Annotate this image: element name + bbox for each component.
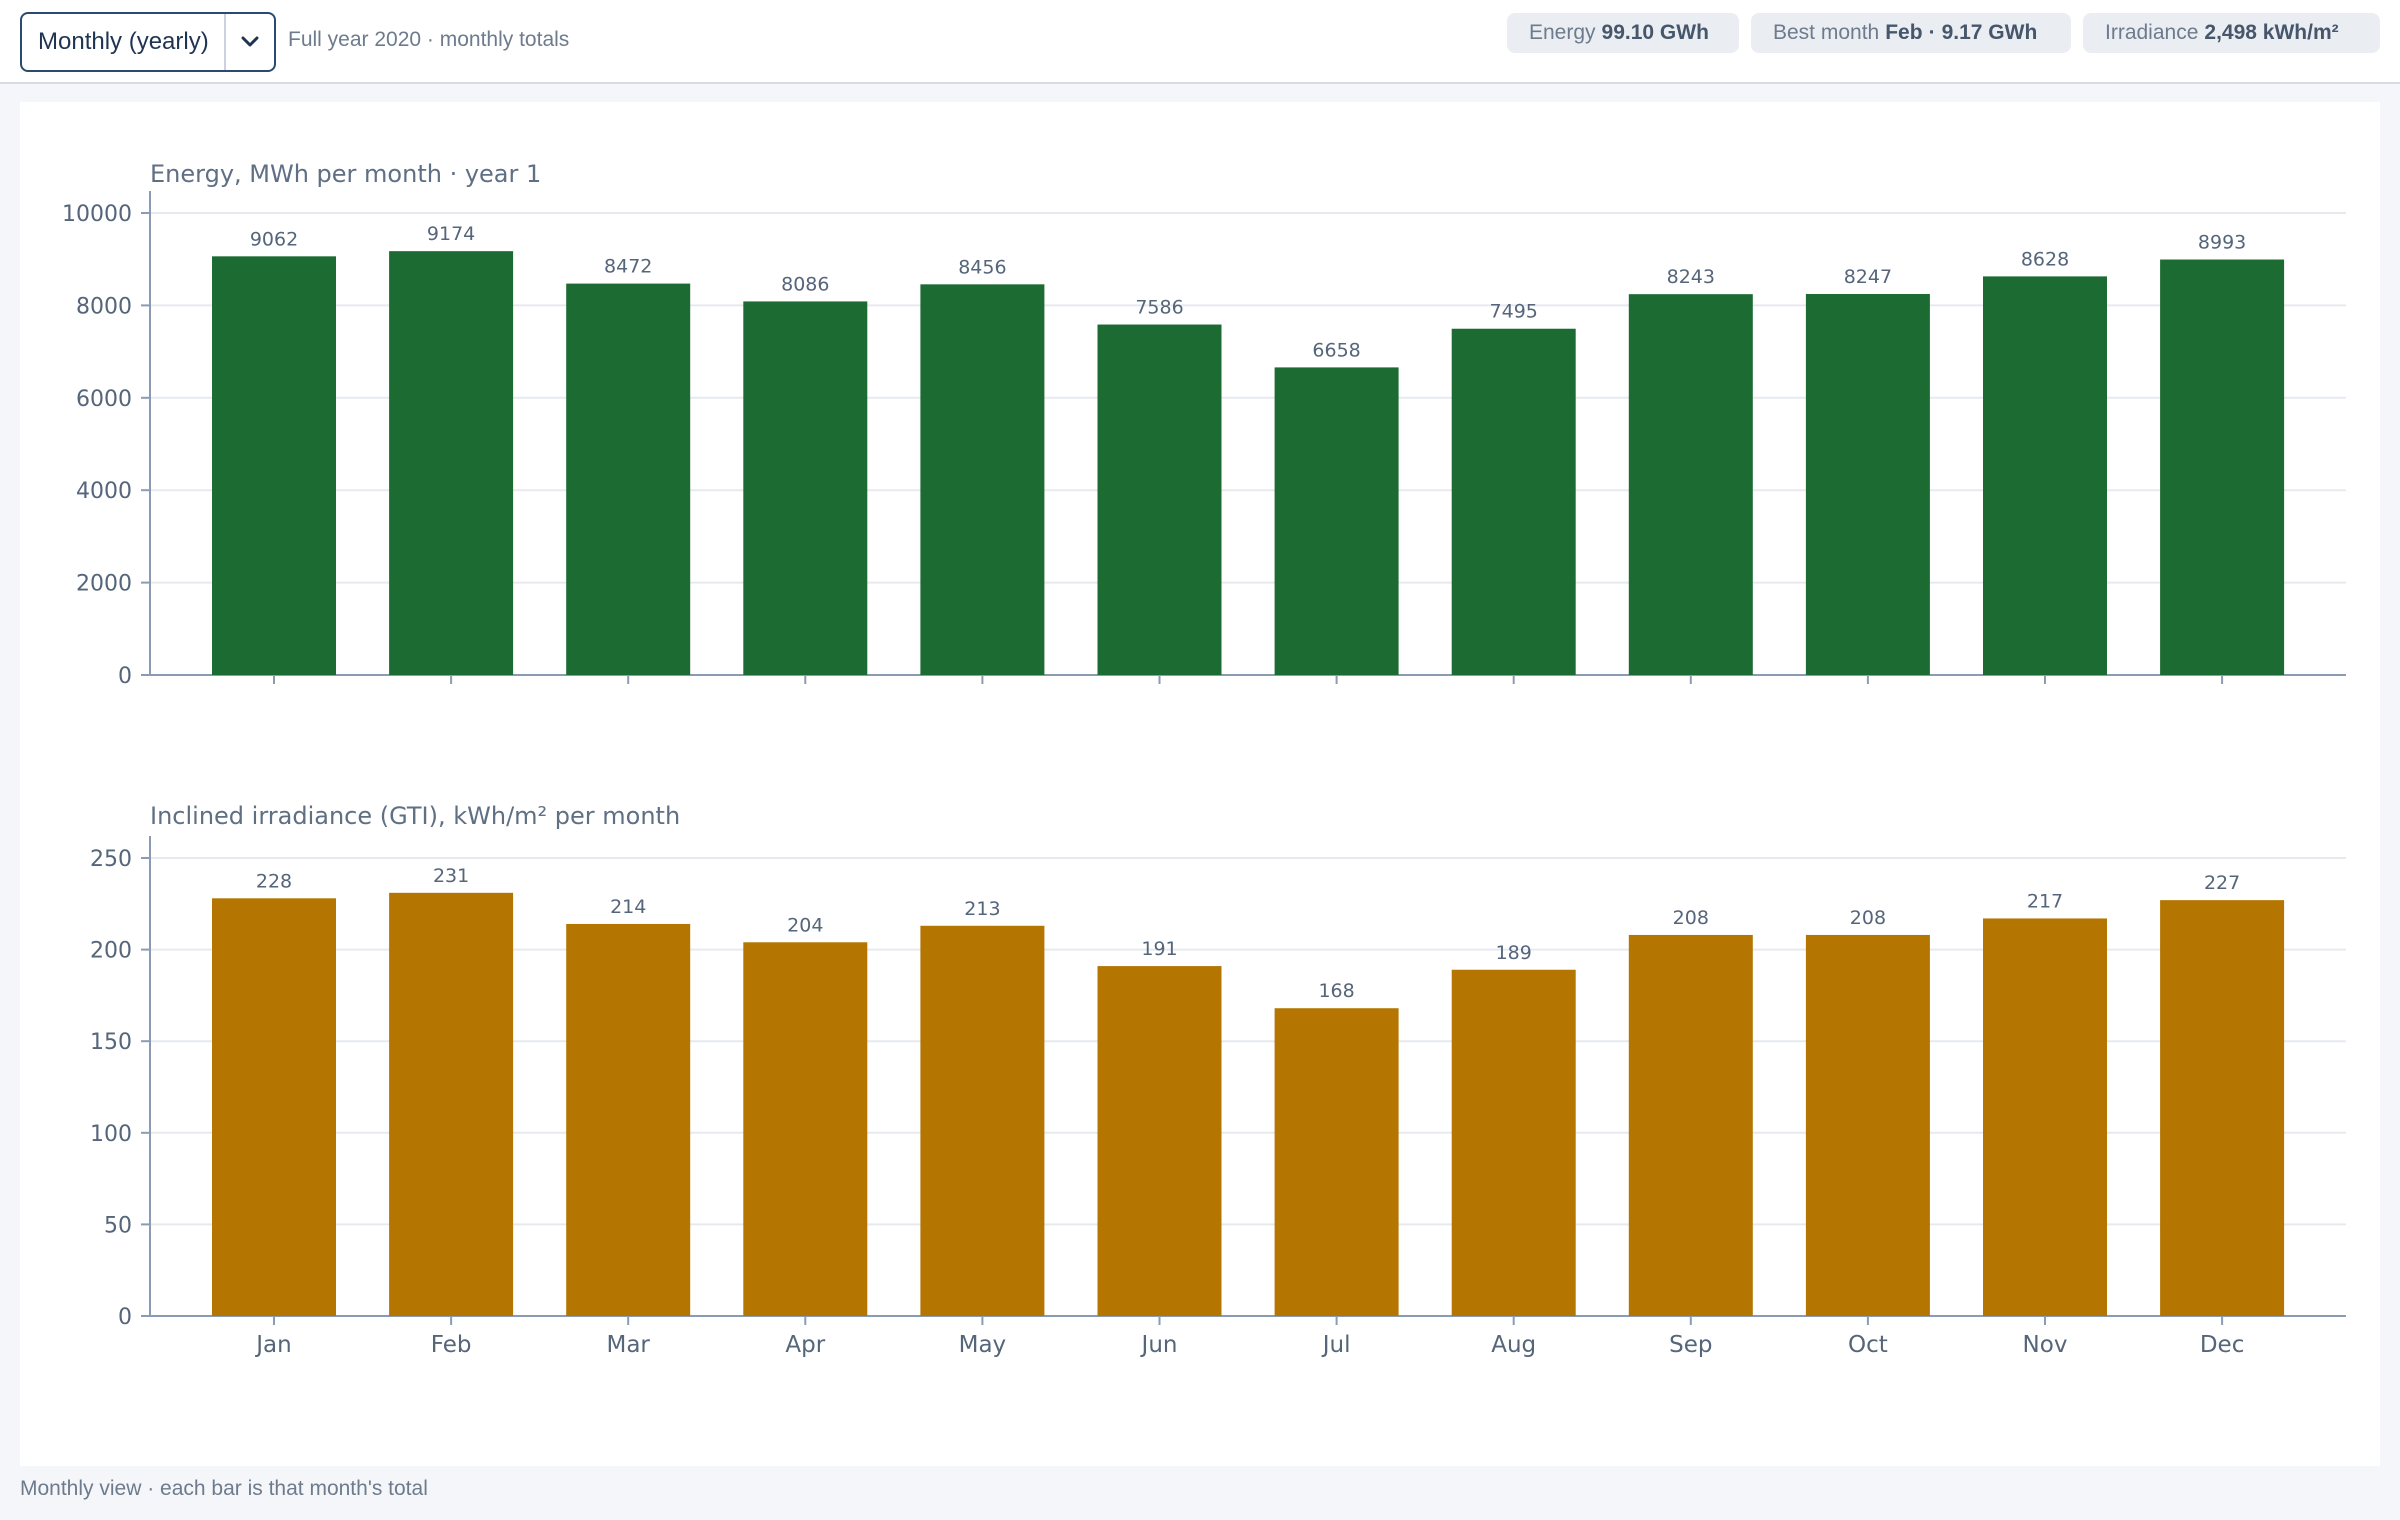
energy-bar-mar <box>566 283 691 675</box>
irradiance-bar-nov <box>1983 918 2107 1316</box>
irradiance-value-label: 208 <box>1850 907 1886 929</box>
irradiance-bar-feb <box>389 892 514 1316</box>
best-month-chip-month: Feb <box>1885 21 1923 44</box>
energy-y-tick-label: 6000 <box>76 387 132 412</box>
irradiance-value-label: 168 <box>1318 980 1354 1002</box>
energy-bar-jan <box>212 256 336 675</box>
energy-chip-label: Energy <box>1529 21 1596 44</box>
energy-value-label: 8993 <box>2198 232 2246 254</box>
irradiance-y-tick-label: 150 <box>90 1030 132 1055</box>
period-select-value: Monthly (yearly) <box>38 28 209 55</box>
irradiance-bar-mar <box>566 923 691 1316</box>
energy-value-label: 9062 <box>250 228 298 250</box>
irradiance-x-tick-label: Aug <box>1491 1332 1536 1358</box>
irradiance-x-tick-label: Jun <box>1140 1332 1178 1358</box>
irradiance-x-tick-label: Oct <box>1848 1332 1888 1358</box>
irradiance-chart-title: Inclined irradiance (GTI), kWh/m² per mo… <box>150 802 680 830</box>
energy-y-tick-label: 4000 <box>76 479 132 504</box>
period-select[interactable]: Monthly (yearly) <box>20 12 276 72</box>
irradiance-y-tick-label: 250 <box>90 847 132 872</box>
chevron-down-icon <box>241 36 259 47</box>
best-month-chip-separator: · <box>1928 21 1936 44</box>
irradiance-chip: Irradiance 2,498 kWh/m² <box>2083 13 2380 53</box>
best-month-chip: Best month Feb · 9.17 GWh <box>1751 13 2071 53</box>
energy-y-tick-label: 2000 <box>76 572 132 597</box>
irradiance-x-tick-label: Feb <box>431 1332 472 1358</box>
charts-canvas: Energy, MWh per month · year 10200040006… <box>62 160 2346 1358</box>
energy-y-tick-label: 8000 <box>76 294 132 319</box>
energy-y-tick-label: 10000 <box>62 202 132 227</box>
irradiance-x-tick-label: Jan <box>254 1332 291 1358</box>
energy-value-label: 7495 <box>1490 301 1538 323</box>
energy-value-label: 8628 <box>2021 248 2069 270</box>
irradiance-value-label: 213 <box>964 898 1000 920</box>
irradiance-x-tick-label: Sep <box>1669 1332 1712 1358</box>
irradiance-bar-sep <box>1628 934 1753 1316</box>
energy-bar-nov <box>1983 276 2107 675</box>
energy-value-label: 8243 <box>1667 266 1715 288</box>
energy-chip-value: 99.10 GWh <box>1601 21 1709 44</box>
irradiance-value-label: 204 <box>787 914 823 936</box>
energy-bar-aug <box>1451 328 1576 675</box>
period-select-toggle[interactable] <box>224 14 274 70</box>
energy-value-label: 6658 <box>1312 339 1360 361</box>
irradiance-chip-value: 2,498 kWh/m² <box>2204 21 2339 44</box>
best-month-chip-value: 9.17 GWh <box>1941 21 2038 44</box>
period-subtitle: Full year 2020 · monthly totals <box>288 28 570 51</box>
irradiance-y-tick-label: 0 <box>118 1305 132 1330</box>
energy-value-label: 8247 <box>1844 266 1892 288</box>
irradiance-y-tick-label: 50 <box>104 1213 132 1238</box>
energy-bar-apr <box>743 301 868 675</box>
irradiance-x-tick-label: Apr <box>785 1332 825 1358</box>
top-toolbar: Monthly (yearly) Full year 2020 · monthl… <box>0 0 2400 84</box>
irradiance-bar-jul <box>1274 1008 1399 1316</box>
irradiance-x-tick-label: Mar <box>606 1332 650 1358</box>
irradiance-bar-apr <box>743 942 868 1316</box>
irradiance-value-label: 217 <box>2027 890 2063 912</box>
irradiance-bar-may <box>920 925 1045 1316</box>
energy-bar-jun <box>1097 324 1222 675</box>
irradiance-x-tick-label: Nov <box>2023 1332 2068 1358</box>
energy-y-tick-label: 0 <box>118 664 132 689</box>
energy-value-label: 8456 <box>958 256 1006 278</box>
energy-bar-feb <box>389 251 514 675</box>
energy-bar-sep <box>1628 294 1753 675</box>
irradiance-value-label: 208 <box>1673 907 1709 929</box>
charts-card: Energy, MWh per month · year 1 0 2000 4000 6… <box>20 102 2380 1466</box>
energy-chip: Energy 99.10 GWh <box>1507 13 1739 53</box>
irradiance-x-tick-label: Jul <box>1321 1332 1351 1358</box>
energy-bar-dec <box>2160 259 2285 675</box>
irradiance-bar-dec <box>2160 900 2285 1316</box>
irradiance-bar-oct <box>1805 934 1930 1316</box>
irradiance-x-tick-label: May <box>959 1332 1007 1358</box>
irradiance-value-label: 214 <box>610 896 646 918</box>
irradiance-value-label: 191 <box>1141 938 1177 960</box>
irradiance-y-tick-label: 200 <box>90 939 132 964</box>
irradiance-y-tick-label: 100 <box>90 1122 132 1147</box>
energy-value-label: 9174 <box>427 223 475 245</box>
irradiance-value-label: 231 <box>433 865 469 887</box>
irradiance-x-tick-label: Dec <box>2200 1332 2245 1358</box>
irradiance-value-label: 227 <box>2204 872 2240 894</box>
footer-note: Monthly view · each bar is that month's … <box>20 1477 428 1500</box>
best-month-chip-label: Best month <box>1773 21 1880 44</box>
irradiance-bar-jan <box>212 898 336 1316</box>
irradiance-bar-jun <box>1097 966 1222 1316</box>
energy-value-label: 7586 <box>1135 297 1183 319</box>
energy-value-label: 8472 <box>604 256 652 278</box>
energy-chart-title: Energy, MWh per month · year 1 <box>150 160 541 188</box>
energy-bar-may <box>920 284 1045 675</box>
energy-bar-oct <box>1805 293 1930 675</box>
irradiance-value-label: 228 <box>256 870 292 892</box>
irradiance-value-label: 189 <box>1496 942 1532 964</box>
energy-bar-jul <box>1274 367 1399 675</box>
irradiance-bar-aug <box>1451 969 1576 1316</box>
irradiance-chip-label: Irradiance <box>2105 21 2199 44</box>
energy-value-label: 8086 <box>781 273 829 295</box>
